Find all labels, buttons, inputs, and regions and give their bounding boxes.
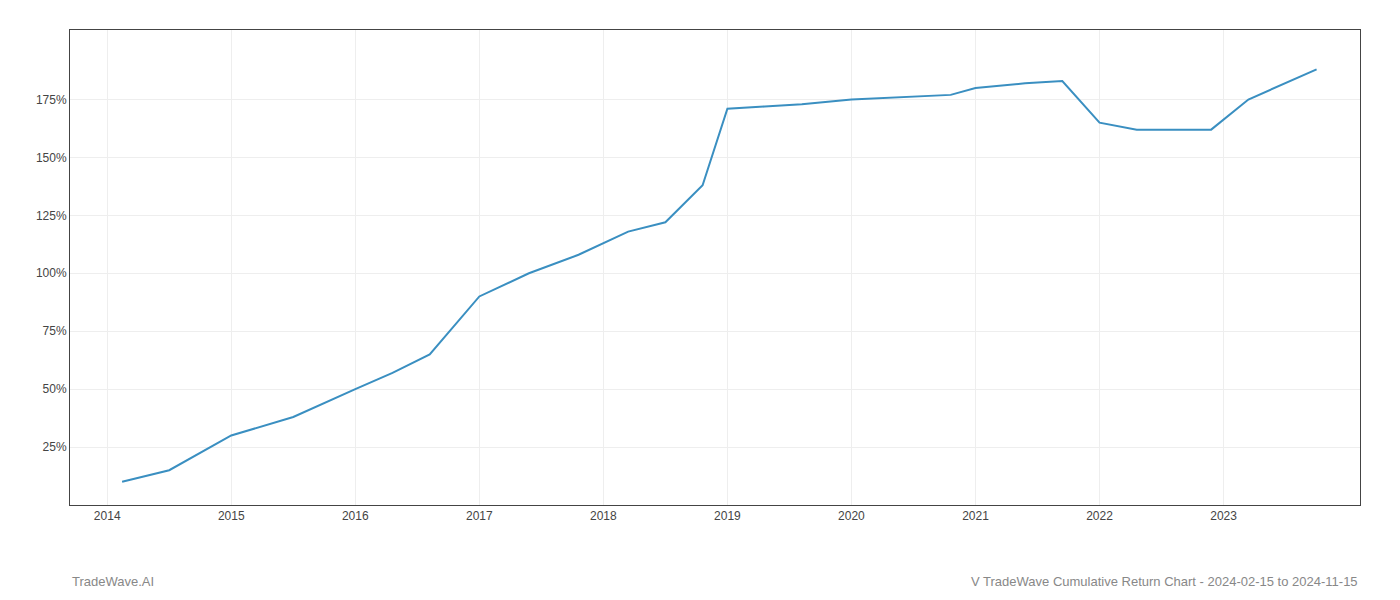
svg-text:2021: 2021 (962, 509, 989, 523)
svg-text:50%: 50% (43, 382, 67, 396)
svg-text:2017: 2017 (466, 509, 493, 523)
svg-text:2018: 2018 (590, 509, 617, 523)
svg-text:V TradeWave Cumulative Return: V TradeWave Cumulative Return Chart - 20… (971, 574, 1358, 589)
svg-text:2020: 2020 (838, 509, 865, 523)
svg-text:2016: 2016 (342, 509, 369, 523)
svg-text:2022: 2022 (1086, 509, 1113, 523)
svg-text:75%: 75% (43, 324, 67, 338)
svg-text:2023: 2023 (1210, 509, 1237, 523)
svg-text:2019: 2019 (714, 509, 741, 523)
svg-text:100%: 100% (36, 266, 67, 280)
svg-text:2015: 2015 (218, 509, 245, 523)
svg-text:25%: 25% (43, 440, 67, 454)
svg-text:2014: 2014 (94, 509, 121, 523)
svg-text:TradeWave.AI: TradeWave.AI (72, 574, 154, 589)
svg-text:150%: 150% (36, 151, 67, 165)
svg-text:175%: 175% (36, 93, 67, 107)
svg-text:125%: 125% (36, 209, 67, 223)
